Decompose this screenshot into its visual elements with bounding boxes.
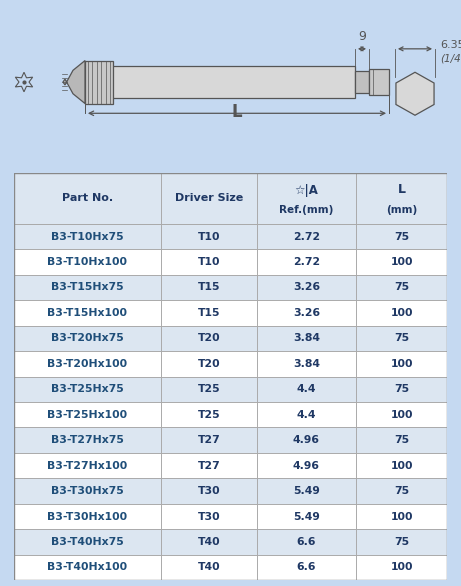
Text: 100: 100 [390,563,413,573]
Bar [14,453,447,478]
Text: T30: T30 [197,486,220,496]
Text: T27: T27 [197,435,220,445]
Text: B3-T25Hx100: B3-T25Hx100 [47,410,128,420]
Bar [14,555,447,580]
Text: Part No.: Part No. [62,193,113,203]
Text: 5.49: 5.49 [293,512,320,522]
Text: T30: T30 [197,512,220,522]
Text: 9: 9 [358,30,366,43]
Text: B3-T20Hx100: B3-T20Hx100 [47,359,128,369]
Bar [14,224,447,249]
Polygon shape [63,60,85,104]
Text: L: L [398,183,406,196]
Text: 3.26: 3.26 [293,282,320,292]
Text: 75: 75 [394,231,409,241]
Bar [85,60,113,104]
Text: 4.4: 4.4 [296,384,316,394]
Bar [14,478,447,504]
Bar [14,300,447,326]
Text: T15: T15 [198,308,220,318]
Text: B3-T40Hx100: B3-T40Hx100 [47,563,128,573]
Bar [85,66,355,98]
Bar [14,377,447,402]
Text: 75: 75 [394,537,409,547]
Text: T10: T10 [198,257,220,267]
Bar [14,249,447,275]
Text: L: L [232,103,242,121]
Text: T25: T25 [197,384,220,394]
Bar [14,351,447,377]
Text: B3-T10Hx100: B3-T10Hx100 [47,257,128,267]
Text: 100: 100 [390,512,413,522]
Text: 100: 100 [390,257,413,267]
Text: 2.72: 2.72 [293,231,320,241]
Bar [14,326,447,351]
Text: B3-T40Hx75: B3-T40Hx75 [51,537,124,547]
Text: B3-T10Hx75: B3-T10Hx75 [51,231,124,241]
Text: B3-T30Hx100: B3-T30Hx100 [47,512,128,522]
Text: 5.49: 5.49 [293,486,320,496]
Text: B3-T30Hx75: B3-T30Hx75 [51,486,124,496]
Text: B3-T25Hx75: B3-T25Hx75 [51,384,124,394]
Bar [14,402,447,427]
Text: B3-T27Hx100: B3-T27Hx100 [47,461,128,471]
Text: T15: T15 [198,282,220,292]
Text: T10: T10 [198,231,220,241]
Text: T27: T27 [197,461,220,471]
Text: 75: 75 [394,282,409,292]
Text: 100: 100 [390,359,413,369]
Text: T25: T25 [197,410,220,420]
Text: (mm): (mm) [386,205,417,214]
Text: ☆|A: ☆|A [295,184,318,197]
Bar [355,71,369,93]
Text: 75: 75 [394,486,409,496]
Text: 2.72: 2.72 [293,257,320,267]
Bar [14,173,447,224]
Text: 4.4: 4.4 [296,410,316,420]
Text: 100: 100 [390,410,413,420]
Text: B3-T15Hx75: B3-T15Hx75 [51,282,124,292]
Text: Driver Size: Driver Size [175,193,243,203]
Bar [14,529,447,555]
Bar [14,504,447,529]
Text: 100: 100 [390,461,413,471]
Text: 100: 100 [390,308,413,318]
Text: 3.26: 3.26 [293,308,320,318]
Polygon shape [396,72,434,115]
Text: 3.84: 3.84 [293,333,320,343]
Text: 4.96: 4.96 [293,461,320,471]
Bar [369,69,389,95]
Text: 75: 75 [394,435,409,445]
Text: B3-T27Hx75: B3-T27Hx75 [51,435,124,445]
Bar [14,275,447,300]
Text: 6.6: 6.6 [296,537,316,547]
Bar [14,427,447,453]
Text: T40: T40 [197,563,220,573]
Text: T20: T20 [197,359,220,369]
Text: B3-T15Hx100: B3-T15Hx100 [47,308,128,318]
Text: (1/4"): (1/4") [440,53,461,64]
Text: Ref.(mm): Ref.(mm) [279,205,333,214]
Text: 3.84: 3.84 [293,359,320,369]
Text: B3-T20Hx75: B3-T20Hx75 [51,333,124,343]
Text: T40: T40 [197,537,220,547]
Text: 75: 75 [394,333,409,343]
Text: 6.6: 6.6 [296,563,316,573]
Text: 6.35: 6.35 [440,40,461,50]
Text: 4.96: 4.96 [293,435,320,445]
Text: 75: 75 [394,384,409,394]
Text: T20: T20 [197,333,220,343]
